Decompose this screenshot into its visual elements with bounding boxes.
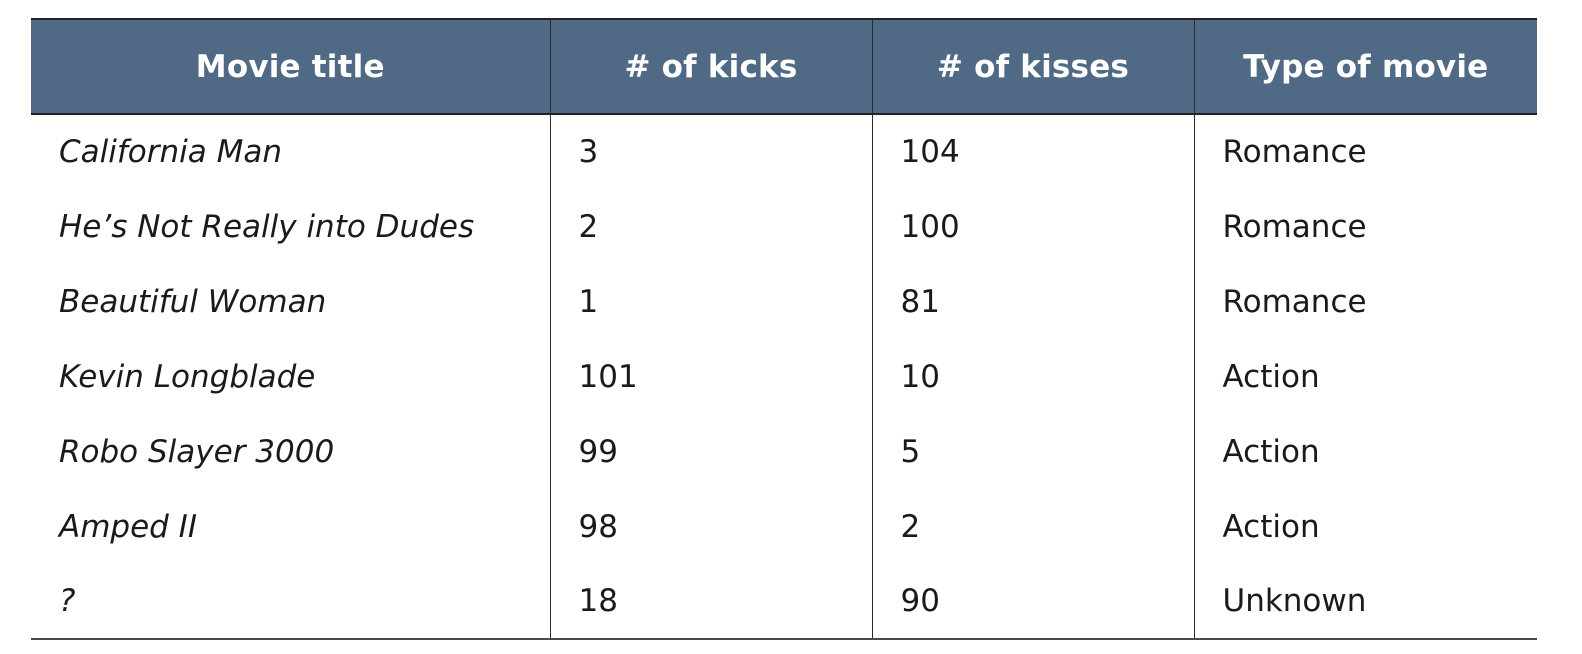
cell-movie-title: Beautiful Woman — [59, 283, 327, 320]
cell-movie-type: Action — [1193, 339, 1537, 414]
header-row: Movie title # of kicks # of kisses Type … — [31, 18, 1537, 115]
table-row: Amped II 98 2 Action — [31, 489, 1537, 564]
cell-movie-type: Romance — [1193, 189, 1537, 264]
cell-kisses: 100 — [871, 189, 1194, 264]
cell-kicks: 98 — [549, 489, 872, 564]
cell-movie-type: Romance — [1193, 264, 1537, 339]
movie-table-container: Movie title # of kicks # of kisses Type … — [31, 18, 1537, 640]
cell-kicks: 1 — [549, 264, 872, 339]
cell-movie-type: Unknown — [1193, 564, 1537, 640]
cell-kicks: 101 — [549, 339, 872, 414]
cell-kicks: 2 — [549, 189, 872, 264]
cell-kisses: 2 — [871, 489, 1194, 564]
table-row: ? 18 90 Unknown — [31, 564, 1537, 640]
cell-movie-type: Action — [1193, 489, 1537, 564]
cell-movie-type: Action — [1193, 414, 1537, 489]
cell-kisses: 5 — [871, 414, 1194, 489]
header-movie-type: Type of movie — [1193, 18, 1537, 115]
table-row: He’s Not Really into Dudes 2 100 Romance — [31, 189, 1537, 264]
cell-movie-title: ? — [31, 564, 550, 640]
table-body: California Man 3 104 Romance He’s Not Re… — [31, 114, 1537, 640]
cell-movie-title: Kevin Longblade — [59, 358, 316, 395]
table-row: Beautiful Woman 1 81 Romance — [31, 264, 1537, 339]
header-kisses: # of kisses — [871, 18, 1194, 115]
cell-movie-title: Amped II — [59, 508, 197, 545]
cell-movie-type: Romance — [1193, 114, 1537, 189]
cell-movie-title: He’s Not Really into Dudes — [59, 208, 475, 245]
table-header: Movie title # of kicks # of kisses Type … — [31, 18, 1537, 115]
cell-kicks: 18 — [549, 564, 872, 640]
table-row: California Man 3 104 Romance — [31, 114, 1537, 189]
cell-kisses: 90 — [871, 564, 1194, 640]
header-movie-title: Movie title — [31, 18, 550, 115]
cell-kisses: 10 — [871, 339, 1194, 414]
cell-kisses: 81 — [871, 264, 1194, 339]
table-row: Robo Slayer 3000 99 5 Action — [31, 414, 1537, 489]
header-kicks: # of kicks — [549, 18, 872, 115]
cell-kicks: 99 — [549, 414, 872, 489]
movie-table: Movie title # of kicks # of kisses Type … — [31, 18, 1537, 640]
cell-movie-title: California Man — [59, 134, 282, 170]
cell-kicks: 3 — [549, 114, 872, 189]
table-row: Kevin Longblade 101 10 Action — [31, 339, 1537, 414]
cell-kisses: 104 — [871, 114, 1194, 189]
cell-movie-title: Robo Slayer 3000 — [59, 433, 335, 470]
